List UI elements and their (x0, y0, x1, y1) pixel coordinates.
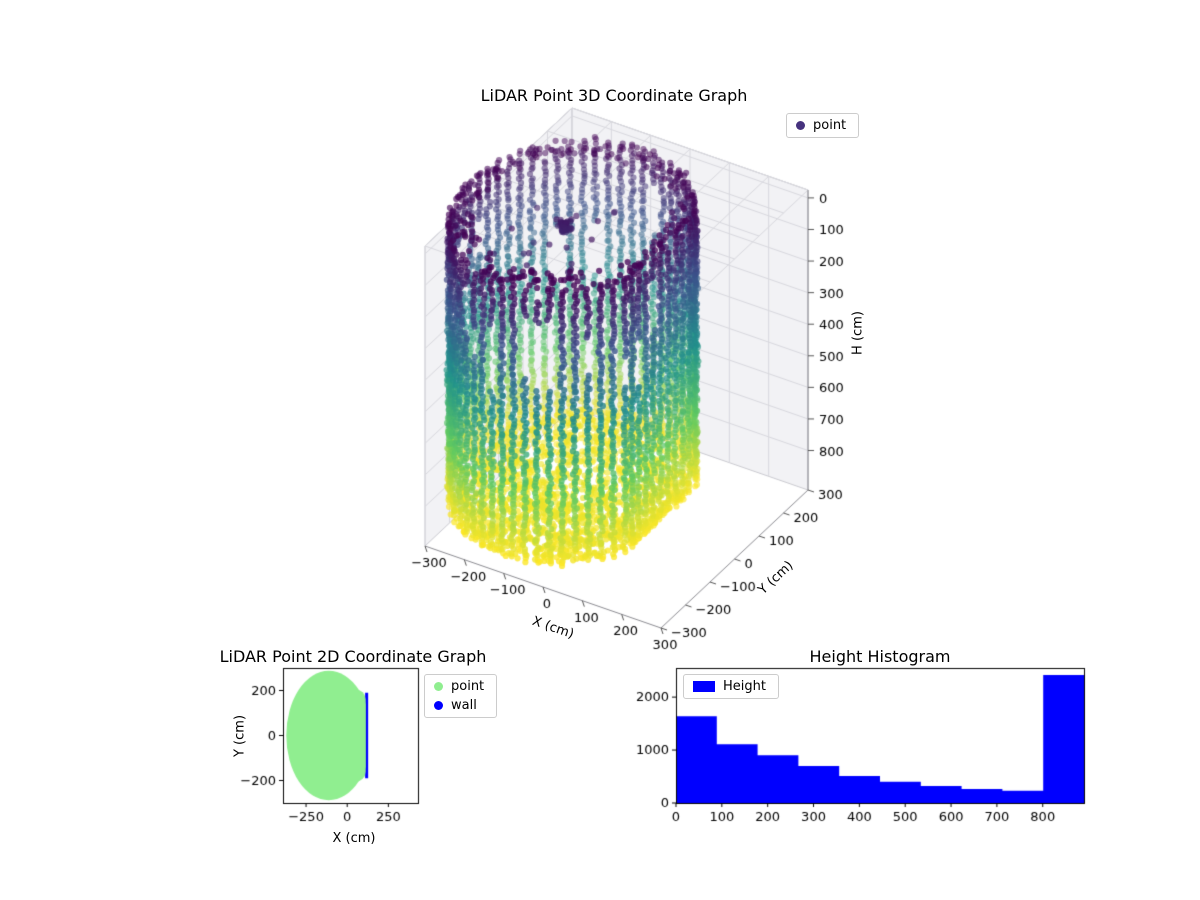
plot2d-title: LiDAR Point 2D Coordinate Graph (219, 647, 487, 666)
wall-marker-icon (434, 701, 443, 710)
legend-label: Height (723, 679, 766, 694)
plot2d-y-axis-label: Y (cm) (232, 714, 248, 758)
plot3d-title: LiDAR Point 3D Coordinate Graph (480, 86, 748, 105)
histogram-legend: Height (683, 674, 779, 699)
legend-entry-height: Height (693, 679, 766, 694)
histogram-title: Height Histogram (809, 647, 951, 666)
plot2d-legend: point wall (424, 674, 498, 718)
height-swatch-icon (693, 681, 715, 692)
point-marker-icon (434, 682, 443, 691)
legend-label: point (813, 118, 847, 133)
plot3d-legend: point (786, 113, 860, 138)
plot2d-x-axis-label: X (cm) (332, 831, 376, 846)
legend-entry-wall: wall (434, 698, 484, 713)
legend-entry-point: point (434, 679, 484, 694)
legend-label: wall (451, 698, 477, 713)
point-marker-icon (796, 121, 805, 130)
legend-entry-point: point (796, 118, 846, 133)
plot3d-h-axis-label: H (cm) (850, 311, 866, 355)
legend-label: point (451, 679, 485, 694)
